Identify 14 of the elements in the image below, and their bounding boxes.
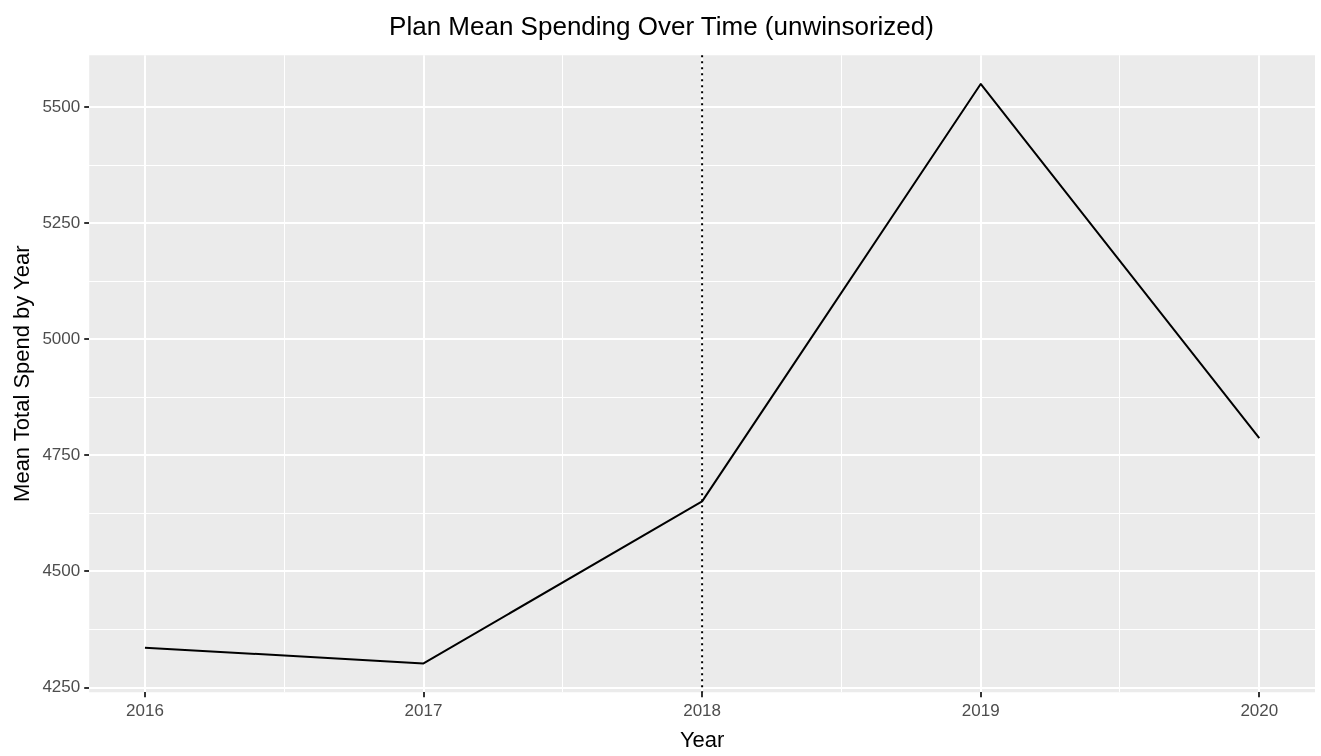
x-tick-label: 2016 <box>126 701 164 721</box>
y-tick-label: 4500 <box>42 561 81 581</box>
y-tick-label: 5000 <box>42 329 81 349</box>
chart-title: Plan Mean Spending Over Time (unwinsorized) <box>389 10 934 41</box>
y-axis-title: Mean Total Spend by Year <box>9 245 35 502</box>
y-tick-label: 5500 <box>42 96 81 116</box>
x-axis-title: Year <box>679 726 725 752</box>
y-tick-label: 4750 <box>42 445 81 465</box>
x-tick-label: 2018 <box>683 701 722 721</box>
x-tick-label: 2019 <box>961 701 1000 721</box>
x-tick-label: 2020 <box>1240 701 1279 721</box>
x-tick-label: 2017 <box>404 701 443 721</box>
y-tick-label: 4250 <box>42 677 81 697</box>
y-tick-label: 5250 <box>42 212 81 232</box>
